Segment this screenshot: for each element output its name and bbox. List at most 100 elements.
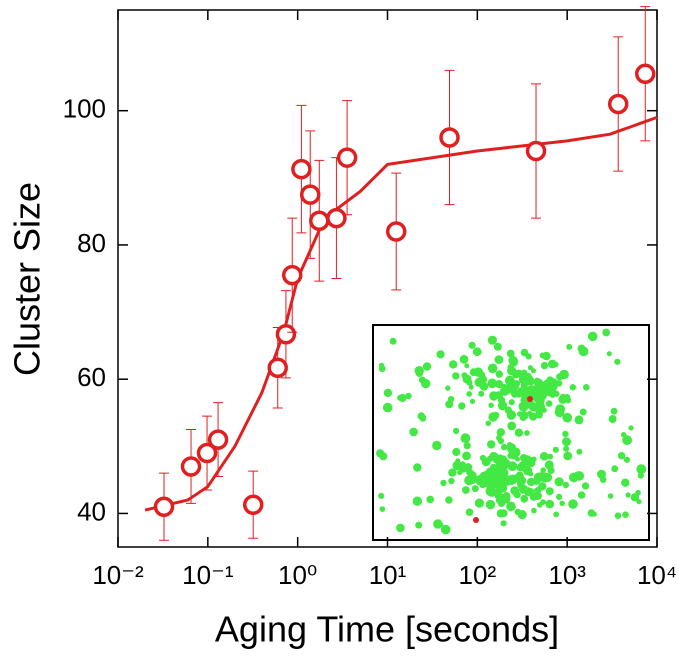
x-tick-label: 10¹ <box>369 560 407 590</box>
y-tick-label: 60 <box>77 362 106 392</box>
particle <box>520 396 528 404</box>
particle <box>535 411 543 419</box>
particle <box>487 363 498 374</box>
particle <box>501 458 511 469</box>
data-point <box>275 323 297 345</box>
particle <box>556 493 563 500</box>
particle <box>510 447 521 458</box>
data-point <box>439 127 460 148</box>
particle <box>459 354 469 364</box>
particle <box>515 389 523 398</box>
inset-image <box>372 324 650 541</box>
particle <box>493 489 501 497</box>
data-point <box>607 93 629 115</box>
particle <box>482 470 493 481</box>
particle <box>636 464 647 475</box>
particle <box>485 420 492 427</box>
particle <box>501 443 508 451</box>
particle <box>472 347 482 357</box>
particle <box>623 456 631 463</box>
particle <box>606 351 612 357</box>
particle <box>506 501 516 512</box>
particle <box>497 454 504 461</box>
particle <box>607 493 614 499</box>
x-tick-label: 10³ <box>548 560 586 590</box>
particle <box>462 374 472 384</box>
particle <box>551 378 558 385</box>
particle <box>432 440 442 451</box>
particle <box>539 452 549 461</box>
particle <box>560 393 566 400</box>
particle <box>637 472 644 479</box>
particle <box>635 489 641 496</box>
particle <box>452 372 460 380</box>
particle <box>469 398 476 404</box>
particle <box>412 496 422 506</box>
particle <box>535 396 545 406</box>
particle <box>537 472 546 481</box>
data-point <box>635 63 656 85</box>
particle <box>508 399 515 406</box>
y-tick-label: 80 <box>77 228 106 258</box>
particle <box>556 373 564 381</box>
particle <box>455 458 461 464</box>
particle <box>507 377 513 384</box>
particle <box>488 412 498 422</box>
particle <box>548 359 557 369</box>
particle <box>602 328 611 337</box>
data-point <box>207 429 229 450</box>
particle <box>496 434 502 441</box>
x-tick-label: 10² <box>459 560 497 590</box>
data-point <box>385 221 407 242</box>
particle <box>526 376 535 386</box>
particle <box>587 331 598 342</box>
x-tick-label: 10⁴ <box>637 560 677 590</box>
data-point <box>180 456 202 477</box>
particle <box>545 487 554 496</box>
particle <box>466 391 473 397</box>
particle <box>452 427 460 435</box>
particle <box>527 477 536 487</box>
particle <box>478 390 485 397</box>
y-tick-label: 40 <box>77 496 106 526</box>
particle <box>487 440 496 449</box>
particle <box>579 408 587 416</box>
particle <box>569 384 576 391</box>
particle <box>445 496 453 504</box>
particle <box>562 430 569 438</box>
particle <box>555 404 565 414</box>
particle <box>462 486 470 494</box>
particle <box>458 402 466 410</box>
particle <box>508 474 518 484</box>
particle <box>389 337 397 345</box>
particle <box>531 368 536 374</box>
particle <box>495 370 503 378</box>
particle <box>452 447 461 457</box>
particle <box>550 383 558 391</box>
particle <box>608 415 617 423</box>
data-point <box>326 207 347 229</box>
particle <box>617 452 626 460</box>
particle <box>499 477 509 488</box>
particle <box>426 495 435 504</box>
particle <box>524 430 530 436</box>
particle <box>553 511 560 518</box>
particle <box>574 471 585 481</box>
particle <box>469 368 478 377</box>
particle <box>597 469 606 479</box>
particle <box>452 460 462 471</box>
particle <box>433 519 443 529</box>
particle <box>540 467 546 474</box>
particle <box>506 349 515 358</box>
particle <box>520 411 529 420</box>
particle <box>447 396 455 403</box>
particle <box>526 458 536 468</box>
particle <box>445 385 451 391</box>
particle <box>409 427 418 437</box>
particle <box>463 442 471 450</box>
data-point <box>242 494 264 515</box>
particle <box>520 348 529 357</box>
particle <box>462 451 471 461</box>
data-point <box>309 210 330 232</box>
particle <box>577 491 586 499</box>
